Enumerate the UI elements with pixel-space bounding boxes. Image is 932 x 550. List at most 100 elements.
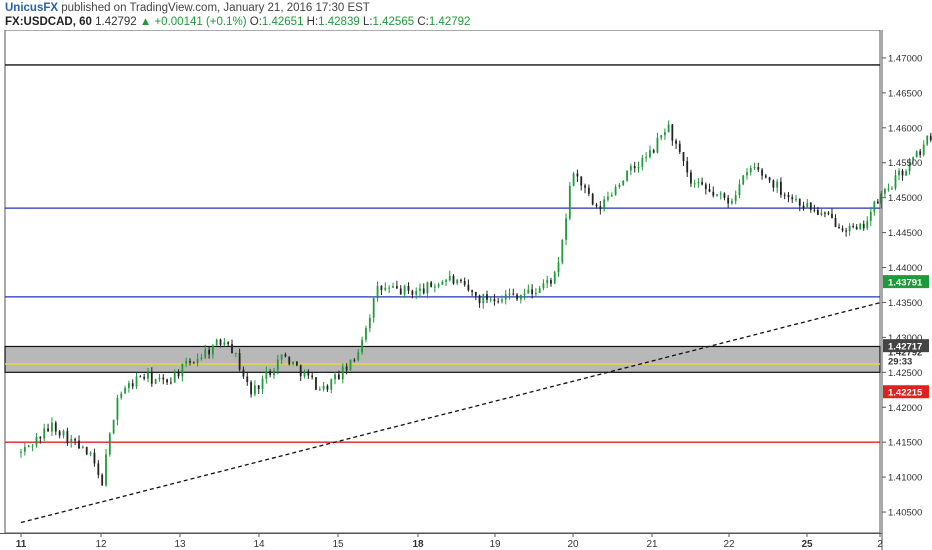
candle-body[interactable] bbox=[307, 371, 310, 376]
candle-body[interactable] bbox=[445, 280, 447, 282]
candle-body[interactable] bbox=[824, 212, 826, 214]
candle-body[interactable] bbox=[189, 360, 191, 363]
candle-body[interactable] bbox=[809, 202, 812, 210]
candle-body[interactable] bbox=[43, 428, 46, 439]
candle-body[interactable] bbox=[922, 144, 925, 155]
candle-body[interactable] bbox=[508, 293, 511, 295]
candle-body[interactable] bbox=[884, 189, 886, 194]
candle-body[interactable] bbox=[326, 385, 329, 390]
candle-body[interactable] bbox=[318, 389, 321, 391]
candle-body[interactable] bbox=[158, 377, 161, 380]
candle-body[interactable] bbox=[361, 339, 363, 353]
candle-body[interactable] bbox=[173, 372, 176, 383]
candle-body[interactable] bbox=[841, 228, 844, 231]
price-chart[interactable]: Target: 0.01074 (0.75%)Opened P&L: 0.000… bbox=[0, 30, 932, 550]
candle-body[interactable] bbox=[538, 288, 541, 293]
candle-body[interactable] bbox=[791, 197, 794, 200]
candle-body[interactable] bbox=[311, 375, 314, 378]
candle-body[interactable] bbox=[341, 366, 344, 380]
candle-body[interactable] bbox=[512, 293, 515, 295]
candle-body[interactable] bbox=[211, 345, 214, 355]
candle-body[interactable] bbox=[516, 294, 518, 300]
candle-body[interactable] bbox=[637, 166, 640, 169]
candle-body[interactable] bbox=[675, 140, 677, 144]
candle-body[interactable] bbox=[460, 279, 462, 282]
candle-body[interactable] bbox=[208, 349, 210, 355]
candle-body[interactable] bbox=[81, 446, 84, 449]
candle-body[interactable] bbox=[719, 193, 722, 195]
candle-body[interactable] bbox=[813, 209, 816, 211]
candle-body[interactable] bbox=[727, 197, 730, 204]
candle-body[interactable] bbox=[523, 293, 526, 295]
candle-body[interactable] bbox=[626, 170, 628, 181]
candle-body[interactable] bbox=[376, 285, 379, 299]
candle-body[interactable] bbox=[591, 193, 594, 205]
candle-body[interactable] bbox=[827, 212, 830, 214]
candle-body[interactable] bbox=[463, 281, 466, 285]
candle-body[interactable] bbox=[712, 191, 715, 196]
candle-body[interactable] bbox=[753, 166, 756, 169]
candle-body[interactable] bbox=[704, 184, 707, 190]
candle-body[interactable] bbox=[368, 317, 371, 329]
candle-body[interactable] bbox=[831, 213, 833, 219]
candle-body[interactable] bbox=[411, 290, 414, 295]
candle-body[interactable] bbox=[54, 422, 57, 432]
candle-body[interactable] bbox=[905, 171, 907, 176]
candle-body[interactable] bbox=[697, 182, 700, 184]
candle-body[interactable] bbox=[334, 374, 336, 380]
candle-body[interactable] bbox=[919, 151, 922, 155]
candle-body[interactable] bbox=[419, 288, 421, 291]
candle-body[interactable] bbox=[135, 376, 138, 387]
candle-body[interactable] bbox=[219, 339, 222, 345]
symbol-label[interactable]: FX:USDCAD, 60 bbox=[5, 16, 92, 28]
candle-body[interactable] bbox=[192, 362, 195, 364]
candle-body[interactable] bbox=[120, 393, 123, 398]
candle-body[interactable] bbox=[806, 202, 809, 209]
candle-body[interactable] bbox=[357, 352, 360, 361]
candle-body[interactable] bbox=[231, 344, 233, 354]
candle-body[interactable] bbox=[150, 372, 153, 384]
candle-body[interactable] bbox=[478, 295, 481, 304]
candle-body[interactable] bbox=[816, 209, 819, 215]
candle-body[interactable] bbox=[869, 211, 872, 221]
candle-body[interactable] bbox=[452, 275, 455, 284]
candle-body[interactable] bbox=[105, 454, 107, 486]
candle-body[interactable] bbox=[652, 150, 655, 153]
candle-body[interactable] bbox=[299, 365, 302, 377]
candle-body[interactable] bbox=[372, 298, 375, 318]
candle-body[interactable] bbox=[486, 294, 488, 300]
candle-body[interactable] bbox=[742, 175, 745, 185]
candle-body[interactable] bbox=[845, 230, 847, 232]
candle-body[interactable] bbox=[47, 428, 49, 432]
candle-body[interactable] bbox=[595, 204, 598, 207]
candle-body[interactable] bbox=[215, 339, 218, 346]
candle-body[interactable] bbox=[234, 353, 237, 355]
candle-body[interactable] bbox=[550, 280, 552, 284]
candle-body[interactable] bbox=[761, 169, 763, 176]
candle-body[interactable] bbox=[504, 294, 507, 300]
candle-body[interactable] bbox=[891, 188, 893, 190]
candle-body[interactable] bbox=[349, 359, 352, 371]
candle-body[interactable] bbox=[690, 172, 692, 184]
candle-body[interactable] bbox=[489, 299, 492, 301]
candle-body[interactable] bbox=[345, 366, 348, 371]
candle-body[interactable] bbox=[128, 383, 130, 388]
candle-body[interactable] bbox=[649, 150, 651, 158]
candle-body[interactable] bbox=[27, 445, 30, 448]
candle-body[interactable] bbox=[441, 281, 444, 285]
candle-body[interactable] bbox=[873, 201, 876, 212]
candle-body[interactable] bbox=[315, 377, 317, 390]
candle-body[interactable] bbox=[787, 194, 790, 198]
candle-body[interactable] bbox=[154, 379, 157, 384]
candle-body[interactable] bbox=[415, 290, 418, 295]
candle-body[interactable] bbox=[795, 199, 797, 201]
candle-body[interactable] bbox=[701, 182, 704, 185]
candle-body[interactable] bbox=[557, 262, 560, 273]
candle-body[interactable] bbox=[641, 157, 644, 167]
candle-body[interactable] bbox=[139, 376, 142, 378]
candle-body[interactable] bbox=[580, 176, 583, 186]
candle-body[interactable] bbox=[561, 239, 564, 263]
candle-body[interactable] bbox=[838, 227, 840, 229]
candle-body[interactable] bbox=[686, 161, 689, 173]
candle-body[interactable] bbox=[482, 294, 485, 304]
